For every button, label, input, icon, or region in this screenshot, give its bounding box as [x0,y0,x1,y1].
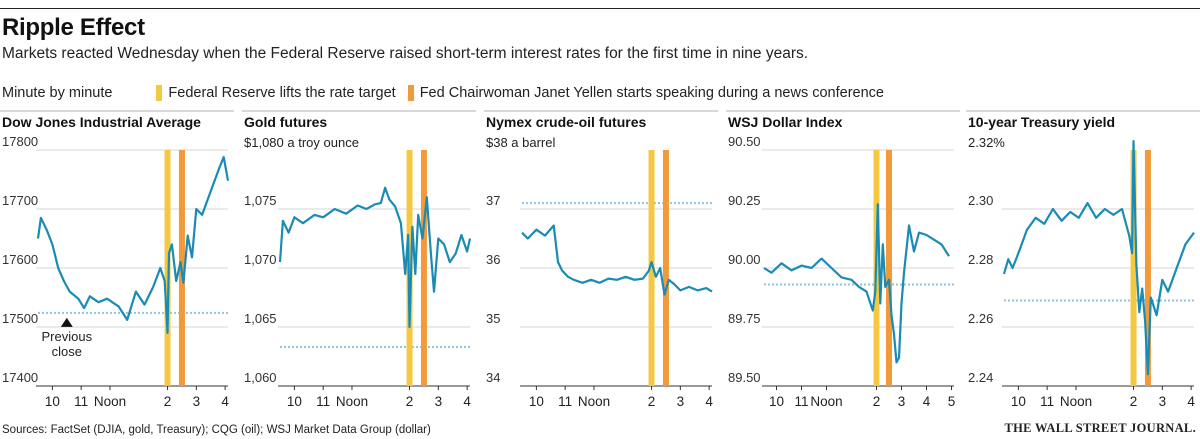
x-tick-label: 11 [316,394,330,409]
top-rule [0,8,1200,9]
y-tick-label: 2.26 [968,311,993,326]
x-tick-label: 4 [221,394,229,409]
fed-marker [164,150,171,386]
y-tick-label: 90.50 [728,134,761,149]
unit-label: $38 a barrel [486,135,555,150]
series-line [763,203,950,364]
legend-label: Minute by minute [2,85,113,101]
x-tick-label: 10 [287,394,302,409]
x-tick-label: 4 [705,394,713,409]
series-line [36,156,230,334]
publisher-logo: THE WALL STREET JOURNAL. [1004,421,1196,435]
x-tick-label: 11 [1040,394,1054,409]
x-tick-label: 10 [45,394,60,409]
legend-item-yellen: Fed Chairwoman Janet Yellen starts speak… [407,85,884,101]
legend-item-fed: Federal Reserve lifts the rate target [156,85,396,101]
fed-marker [648,150,655,386]
y-tick-label: 35 [486,311,500,326]
panel-title: Nymex crude-oil futures [486,114,646,130]
x-tick-label: 2 [873,394,881,409]
series-line [521,224,713,296]
x-tick-label: Noon [94,394,126,409]
previous-close-label: Previous [41,329,92,344]
x-tick-label: 2 [406,394,414,409]
x-tick-label: Noon [810,394,842,409]
previous-close-arrow [60,317,73,327]
x-tick-label: 3 [677,394,685,409]
x-tick-label: 3 [435,394,443,409]
yellen-marker [886,150,892,386]
x-tick-label: Noon [336,394,368,409]
yellen-marker [1144,150,1151,386]
legend-swatch-fed [156,85,163,101]
x-tick-label: 2 [164,394,172,409]
y-tick-label: 2.30 [968,193,993,208]
chart-panel-5: 10-year Treasury yield 2.32% 2.24 2.26 2.28 2… [966,110,1200,409]
y-tick-label: 17700 [2,193,38,208]
y-tick-label: 2.24 [968,370,993,385]
panel-title: Dow Jones Industrial Average [2,114,201,130]
legend-item-yellen-label: Fed Chairwoman Janet Yellen starts speak… [419,85,884,101]
x-tick-label: 10 [529,394,544,409]
x-tick-label: 5 [948,394,956,409]
previous-close-label: close [52,344,82,359]
x-tick-label: 2 [1130,394,1138,409]
unit-label: $1,080 a troy ounce [244,135,359,150]
y-tick-label: 37 [486,193,500,208]
chart-panel-3: Nymex crude-oil futures$38 a barrel34353… [484,110,718,409]
x-tick-label: 4 [1187,394,1195,409]
x-tick-label: 4 [923,394,931,409]
y-tick-label: 90.25 [728,193,761,208]
fed-marker [1130,150,1137,386]
chart-title: Ripple Effect [2,14,145,41]
legend-item-fed-label: Federal Reserve lifts the rate target [168,85,396,101]
x-tick-label: 11 [558,394,572,409]
unit-label: 2.32% [968,135,1005,150]
yellen-marker [662,150,669,386]
chart-panel-1: Dow Jones Industrial Average 17400 17500 17… [0,110,234,409]
x-tick-label: 10 [769,394,784,409]
series-line [1002,140,1195,376]
x-tick-label: 3 [193,394,201,409]
y-tick-label: 34 [486,370,500,385]
y-tick-label: 1,075 [244,193,277,208]
y-tick-label: 36 [486,252,500,267]
chart-panel-2: Gold futures $1,080 a troy ounce 1,060 1,06… [242,110,476,409]
panel-title: Gold futures [244,114,327,130]
x-tick-label: Noon [578,394,610,409]
panel-title: 10-year Treasury yield [968,114,1115,130]
x-tick-label: 3 [898,394,906,409]
y-tick-label: 17500 [2,311,38,326]
y-tick-label: 1,070 [244,252,277,267]
y-tick-label: 89.75 [728,311,761,326]
y-tick-label: 89.50 [728,370,761,385]
y-tick-label: 1,060 [244,370,277,385]
legend-swatch-yellen [407,85,414,101]
y-tick-label: 1,065 [244,311,277,326]
series-line [278,186,472,329]
y-tick-label: 17800 [2,134,38,149]
chart-panel-4: WSJ Dollar Index 89.50 89.75 90.00 90.25 90.5… [726,110,960,409]
x-tick-label: 11 [74,394,88,409]
x-tick-label: 3 [1159,394,1167,409]
chart-subtitle: Markets reacted Wednesday when the Feder… [2,45,809,62]
y-tick-label: 17400 [2,370,38,385]
panel-title: WSJ Dollar Index [728,114,843,130]
x-tick-label: Noon [1060,394,1092,409]
x-tick-label: 2 [648,394,656,409]
yellen-marker [420,150,427,386]
x-tick-label: 10 [1011,394,1026,409]
y-tick-label: 17600 [2,252,38,267]
x-tick-label: 11 [794,394,808,409]
y-tick-label: 2.28 [968,252,993,267]
source-note: Sources: FactSet (DJIA, gold, Treasury);… [2,424,431,436]
y-tick-label: 90.00 [728,252,761,267]
legend: Minute by minute Federal Reserve lifts t… [2,85,896,101]
x-tick-label: 4 [463,394,471,409]
